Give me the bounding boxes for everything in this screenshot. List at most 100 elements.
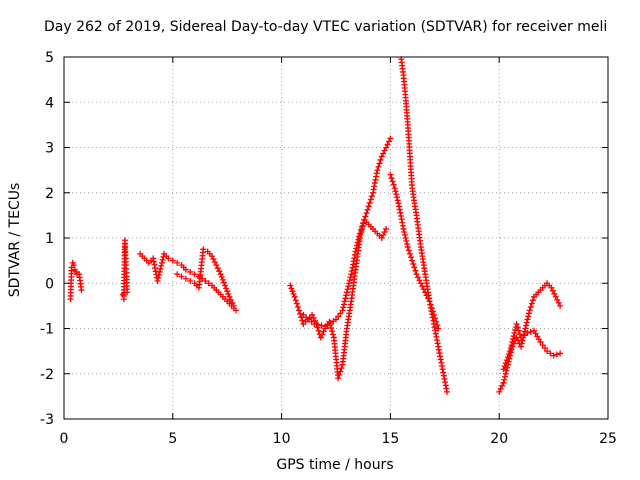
data-point-fill [223, 285, 230, 292]
data-point-fill [156, 268, 163, 275]
data-point-fill [416, 277, 423, 284]
data-point [343, 289, 350, 296]
data-point [513, 320, 520, 327]
data-point-fill [427, 301, 434, 308]
data-point-fill [499, 382, 506, 389]
x-tick-label: 20 [490, 431, 508, 447]
data-point-fill [428, 305, 435, 312]
data-point-fill [381, 228, 388, 235]
data-point-fill [337, 310, 344, 317]
data-point-fill [509, 336, 516, 343]
data-point [200, 246, 207, 253]
data-point-fill [401, 228, 408, 235]
data-point-fill [156, 271, 163, 278]
data-point [557, 302, 564, 309]
data-point-fill [335, 313, 342, 320]
data-point-fill [549, 287, 556, 294]
data-point-fill [340, 301, 347, 308]
data-point [378, 235, 385, 241]
data-point-fill [340, 304, 347, 311]
data-point-fill [338, 365, 345, 372]
data-point-fill [502, 373, 509, 380]
data-points [67, 56, 564, 395]
data-point-fill [359, 223, 366, 230]
y-tick-label: -3 [40, 412, 54, 428]
data-point-fill [528, 300, 535, 307]
data-point-fill [432, 315, 439, 322]
data-point [517, 334, 524, 341]
y-tick-label: -1 [40, 322, 54, 338]
data-point-fill [403, 238, 410, 245]
data-point-fill [381, 147, 388, 154]
x-tick-label: 25 [599, 431, 617, 447]
data-point-fill [551, 290, 558, 297]
data-point-fill [388, 175, 395, 182]
data-point [374, 167, 381, 174]
x-tick-label: 15 [381, 431, 399, 447]
data-point-fill [345, 283, 352, 290]
data-point [500, 366, 507, 373]
data-point-fill [158, 262, 165, 269]
x-tick-label: 10 [273, 431, 291, 447]
data-point [417, 280, 424, 287]
data-point-fill [158, 259, 165, 266]
data-point-fill [412, 267, 419, 274]
data-point-fill [519, 337, 526, 344]
data-point-fill [297, 310, 304, 317]
data-point-fill [502, 370, 509, 377]
data-point [222, 282, 229, 289]
data-point-fill [497, 385, 504, 392]
data-point-fill [218, 274, 225, 281]
data-point [202, 277, 209, 284]
data-point-fill [509, 339, 516, 346]
data-point-fill [363, 210, 370, 217]
data-point [174, 271, 181, 278]
data-point-fill [319, 331, 326, 338]
data-point-fill [527, 328, 534, 335]
data-point-fill [380, 231, 387, 238]
data-point-fill [419, 283, 426, 290]
data-point-fill [362, 213, 369, 220]
data-point-fill [210, 256, 217, 263]
data-point-fill [527, 304, 534, 311]
data-point-fill [402, 235, 409, 241]
y-tick-label: -2 [40, 367, 54, 383]
data-point-fill [390, 181, 397, 188]
axis-ticks: 0 5 10 15 20 25 -3 -2 -1 0 1 2 3 4 5 [40, 50, 617, 447]
data-point-fill [157, 265, 164, 272]
data-point-fill [292, 297, 299, 304]
data-point-fill [315, 327, 322, 334]
data-point-fill [364, 206, 371, 213]
data-point [430, 311, 437, 318]
data-point-fill [225, 290, 232, 297]
data-point-fill [529, 297, 536, 304]
data-point-fill [155, 274, 162, 281]
data-point-fill [423, 292, 430, 299]
data-point-fill [342, 295, 349, 302]
data-point-fill [523, 322, 530, 329]
data-point-fill [433, 318, 440, 325]
data-point-fill [310, 314, 317, 321]
data-point-fill [353, 245, 360, 252]
data-point-fill [214, 265, 221, 272]
data-point [391, 185, 398, 192]
data-point-fill [510, 333, 517, 340]
data-point-fill [159, 256, 166, 263]
data-point [365, 203, 372, 210]
data-point [296, 307, 303, 314]
data-point [500, 379, 507, 386]
data-point-fill [511, 330, 518, 337]
data-point-fill [406, 250, 413, 257]
data-point-fill [227, 296, 234, 303]
data-point [548, 284, 555, 291]
data-point-fill [410, 261, 417, 268]
data-point-fill [384, 141, 391, 148]
data-point [226, 293, 233, 300]
data-point-fill [219, 276, 226, 283]
data-point [435, 325, 442, 332]
data-point [291, 293, 298, 300]
data-point-fill [320, 328, 327, 335]
data-point-fill [525, 313, 532, 320]
data-point [217, 271, 224, 278]
